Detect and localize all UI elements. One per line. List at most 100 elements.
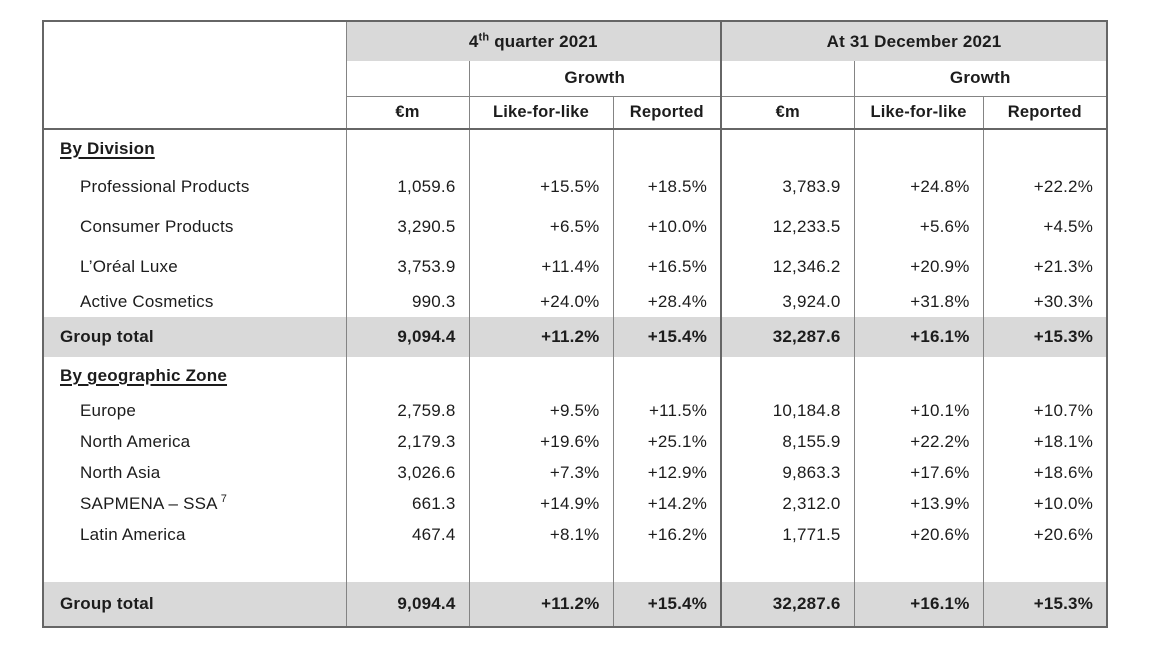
row-professional-products: Professional Products 1,059.6 +15.5% +18… xyxy=(43,167,1108,207)
value-cell: +18.5% xyxy=(612,167,722,207)
total-value-cell: +15.3% xyxy=(982,317,1108,357)
header-reported-q4: Reported xyxy=(612,96,722,130)
row-label-text: SAPMENA – SSA xyxy=(80,493,218,513)
value-cell: +4.5% xyxy=(982,207,1108,247)
header-em-q4: €m xyxy=(345,96,469,130)
total-value-cell: +11.2% xyxy=(468,582,613,627)
value-cell: +22.2% xyxy=(853,426,984,457)
row-label: Latin America xyxy=(80,524,186,544)
row-north-asia: North Asia 3,026.6 +7.3% +12.9% 9,863.3 … xyxy=(43,457,1108,488)
total-value-cell: 9,094.4 xyxy=(345,582,469,627)
value-cell: +21.3% xyxy=(982,247,1108,287)
row-label: SAPMENA – SSA 7 xyxy=(43,488,346,519)
value-cell: +19.6% xyxy=(468,426,613,457)
row-consumer-products: Consumer Products 3,290.5 +6.5% +10.0% 1… xyxy=(43,207,1108,247)
value-cell: 8,155.9 xyxy=(720,426,855,457)
section-title-by-division: By Division xyxy=(43,129,1108,167)
value-cell: +10.1% xyxy=(853,395,984,426)
empty-cell xyxy=(612,357,722,395)
value-cell: +20.6% xyxy=(982,519,1108,550)
header-blank-q4 xyxy=(345,61,469,97)
value-cell: 467.4 xyxy=(345,519,469,550)
spacer-cell xyxy=(853,550,984,582)
total-value-cell: +15.4% xyxy=(612,582,722,627)
value-cell: +8.1% xyxy=(468,519,613,550)
value-cell: +22.2% xyxy=(982,167,1108,207)
empty-cell xyxy=(982,357,1108,395)
spacer-cell xyxy=(982,550,1108,582)
row-label: L’Oréal Luxe xyxy=(80,257,178,276)
header-growth-q4: Growth xyxy=(468,61,722,97)
value-cell: 661.3 xyxy=(345,488,469,519)
total-value-cell: +11.2% xyxy=(468,317,613,357)
empty-cell xyxy=(468,357,613,395)
value-cell: +14.2% xyxy=(612,488,722,519)
total-value-cell: +15.4% xyxy=(612,317,722,357)
value-cell: +10.0% xyxy=(612,207,722,247)
value-cell: +9.5% xyxy=(468,395,613,426)
header-reported-fy: Reported xyxy=(982,96,1108,130)
value-cell: +6.5% xyxy=(468,207,613,247)
value-cell: 1,059.6 xyxy=(345,167,469,207)
empty-cell xyxy=(853,129,984,167)
header-like-for-like-q4: Like-for-like xyxy=(468,96,613,130)
value-cell: +5.6% xyxy=(853,207,984,247)
value-cell: +24.8% xyxy=(853,167,984,207)
value-cell: +16.2% xyxy=(612,519,722,550)
header-em-fy: €m xyxy=(720,96,855,130)
section-title-label: By geographic Zone xyxy=(60,366,228,385)
row-label: North Asia xyxy=(80,462,161,482)
value-cell: +24.0% xyxy=(468,287,613,317)
value-cell: +18.6% xyxy=(982,457,1108,488)
results-table-container: 4th quarter 2021 At 31 December 2021 Gro… xyxy=(42,20,1109,628)
row-latin-america: Latin America 467.4 +8.1% +16.2% 1,771.5… xyxy=(43,519,1108,550)
value-cell: +10.7% xyxy=(982,395,1108,426)
spacer-cell xyxy=(720,550,855,582)
value-cell: 1,771.5 xyxy=(720,519,855,550)
value-cell: 3,783.9 xyxy=(720,167,855,207)
row-north-america: North America 2,179.3 +19.6% +25.1% 8,15… xyxy=(43,426,1108,457)
header-row-growth: Growth Growth xyxy=(43,61,1108,97)
total-value-cell: 32,287.6 xyxy=(720,582,855,627)
value-cell: +28.4% xyxy=(612,287,722,317)
row-active-cosmetics: Active Cosmetics 990.3 +24.0% +28.4% 3,9… xyxy=(43,287,1108,317)
row-loreal-luxe: L’Oréal Luxe 3,753.9 +11.4% +16.5% 12,34… xyxy=(43,247,1108,287)
footnote-7-sup: 7 xyxy=(220,492,228,505)
spacer-cell xyxy=(612,550,722,582)
value-cell: +18.1% xyxy=(982,426,1108,457)
value-cell: 2,179.3 xyxy=(345,426,469,457)
value-cell: 990.3 xyxy=(345,287,469,317)
header-at-31-december-2021: At 31 December 2021 xyxy=(720,21,1108,61)
value-cell: 3,290.5 xyxy=(345,207,469,247)
value-cell: +7.3% xyxy=(468,457,613,488)
value-cell: 10,184.8 xyxy=(720,395,855,426)
value-cell: 2,759.8 xyxy=(345,395,469,426)
row-group-total-zone: Group total 9,094.4 +11.2% +15.4% 32,287… xyxy=(43,582,1108,627)
value-cell: +13.9% xyxy=(853,488,984,519)
value-cell: 12,233.5 xyxy=(720,207,855,247)
header-q4-2021: 4th quarter 2021 xyxy=(345,21,722,61)
value-cell: +11.4% xyxy=(468,247,613,287)
empty-cell xyxy=(853,357,984,395)
empty-cell xyxy=(345,357,469,395)
empty-cell xyxy=(982,129,1108,167)
total-label: Group total xyxy=(60,327,154,346)
value-cell: +14.9% xyxy=(468,488,613,519)
row-label: Professional Products xyxy=(80,177,250,196)
value-cell: +16.5% xyxy=(612,247,722,287)
empty-cell xyxy=(720,357,855,395)
section-title-label: By Division xyxy=(60,138,155,158)
row-label: Consumer Products xyxy=(80,217,234,236)
loreal-sales-results-table: 4th quarter 2021 At 31 December 2021 Gro… xyxy=(42,20,1109,628)
total-value-cell: 32,287.6 xyxy=(720,317,855,357)
section-title-by-geographic-zone: By geographic Zone xyxy=(43,357,1108,395)
spacer-cell xyxy=(43,550,346,582)
row-label: Europe xyxy=(80,400,137,420)
row-group-total-division: Group total 9,094.4 +11.2% +15.4% 32,287… xyxy=(43,317,1108,357)
value-cell: 12,346.2 xyxy=(720,247,855,287)
value-cell: +17.6% xyxy=(853,457,984,488)
value-cell: +30.3% xyxy=(982,287,1108,317)
value-cell: +20.6% xyxy=(853,519,984,550)
value-cell: +25.1% xyxy=(612,426,722,457)
header-growth-fy: Growth xyxy=(853,61,1108,97)
